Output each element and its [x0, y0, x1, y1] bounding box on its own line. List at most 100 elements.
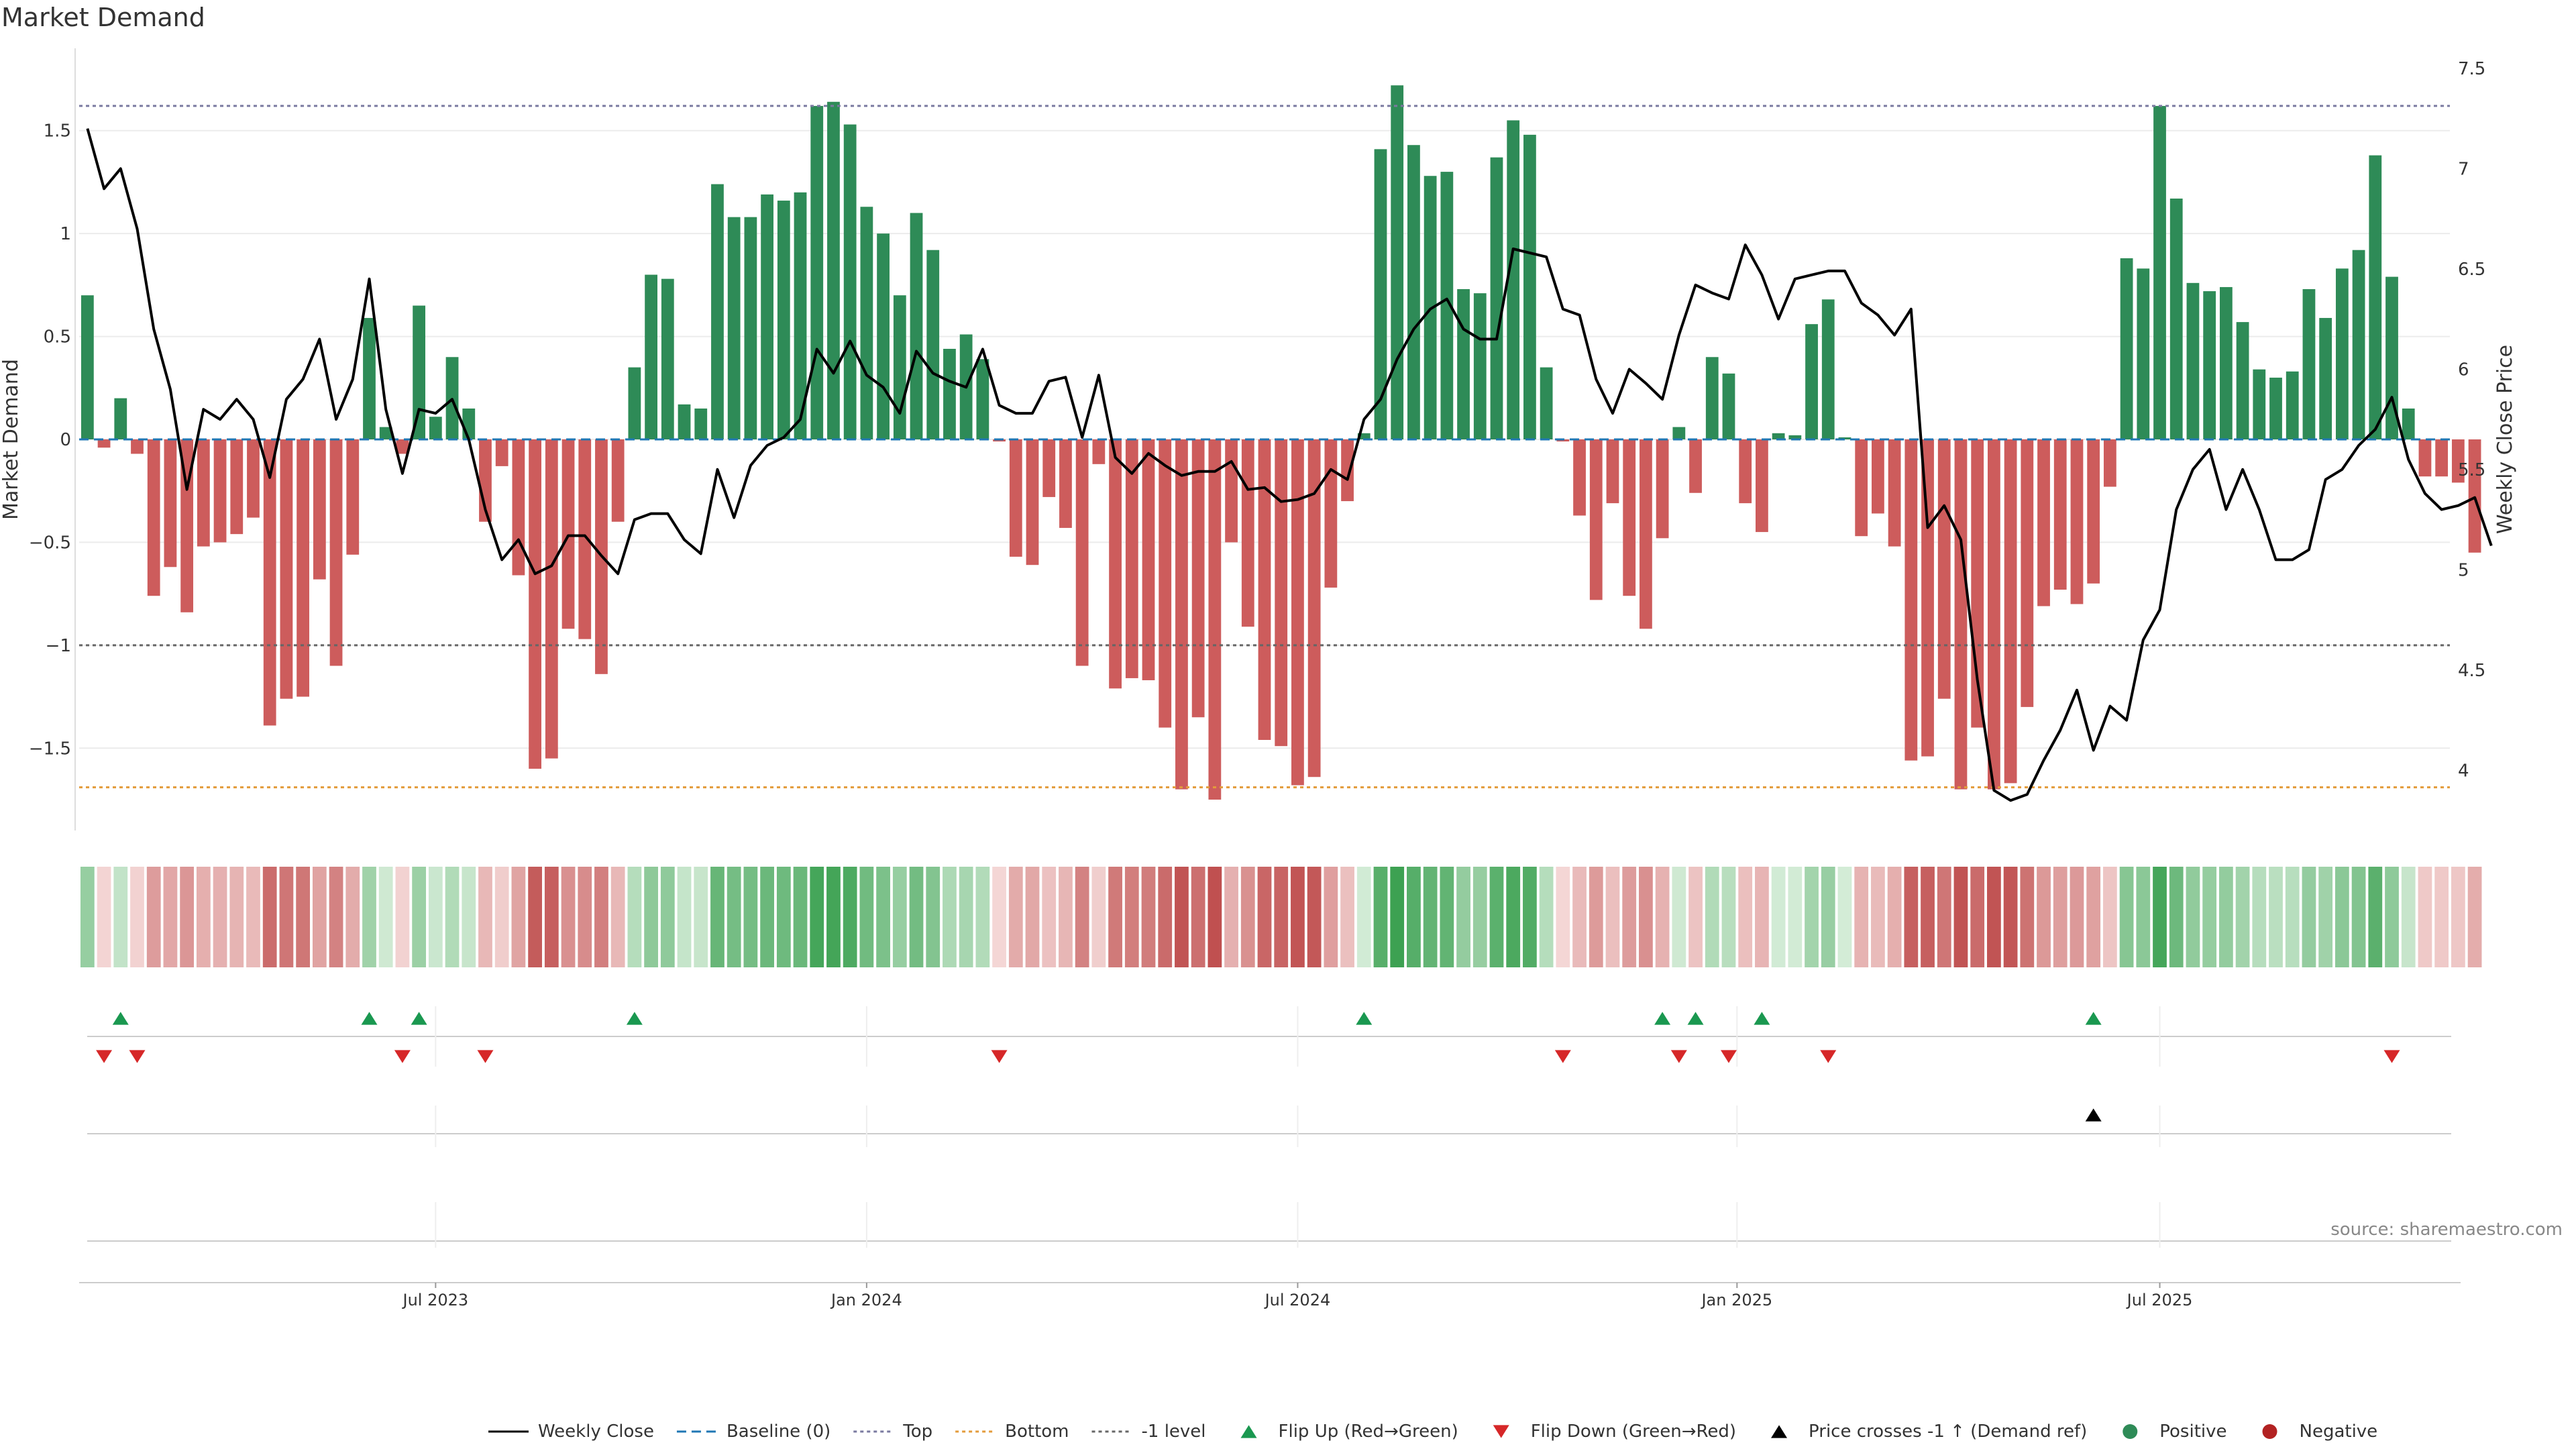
- heat-cell: [1141, 867, 1156, 967]
- legend-label: Flip Up (Red→Green): [1279, 1421, 1458, 1442]
- demand-bar-negative: [1589, 439, 1603, 600]
- demand-bar-positive: [860, 207, 873, 439]
- legend-item: Bottom: [955, 1421, 1069, 1442]
- demand-bar-negative: [1623, 439, 1636, 596]
- heat-cell: [943, 867, 957, 967]
- x-tick-label: Jul 2025: [2126, 1291, 2193, 1309]
- heat-cell: [445, 867, 460, 967]
- demand-bar-negative: [1573, 439, 1586, 516]
- heat-cell: [478, 867, 492, 967]
- heat-cell: [1805, 867, 1819, 967]
- demand-bar-positive: [2186, 282, 2200, 439]
- y-tick-label-left: 1.5: [44, 121, 71, 142]
- heat-cell: [2037, 867, 2051, 967]
- heat-cell: [644, 867, 658, 967]
- demand-bar-negative: [2053, 439, 2067, 590]
- demand-bar-positive: [2153, 105, 2166, 440]
- flip-down-marker: [1670, 1050, 1687, 1063]
- demand-bar-negative: [1092, 439, 1106, 464]
- flip-down-marker: [129, 1050, 146, 1063]
- heat-cell: [660, 867, 675, 967]
- legend-label: Baseline (0): [727, 1421, 830, 1442]
- legend-label: Top: [902, 1421, 932, 1442]
- demand-bar-negative: [247, 439, 260, 518]
- heat-cell: [909, 867, 924, 967]
- legend-item: Flip Down (Green→Red): [1493, 1421, 1736, 1442]
- demand-bar-positive: [1473, 293, 1487, 439]
- y-tick-label-right: 7: [2458, 159, 2469, 179]
- heat-cell: [677, 867, 692, 967]
- heat-cell: [1224, 867, 1238, 967]
- heat-cell: [2186, 867, 2200, 967]
- heat-cell: [2102, 867, 2117, 967]
- event-markers: Jul 2023 Jan 2024 Jul 2024 Jan 2025 Jul 2025: [79, 1006, 2461, 1309]
- flip-up-marker: [411, 1012, 427, 1025]
- legend-item: Positive: [2123, 1421, 2227, 1442]
- demand-bar-positive: [661, 278, 674, 439]
- demand-bar-negative: [346, 439, 360, 555]
- demand-bar-negative: [2004, 439, 2017, 784]
- heat-cell: [627, 867, 642, 967]
- demand-bar-negative: [1756, 439, 1768, 533]
- heat-cell: [1390, 867, 1405, 967]
- heat-cell: [1605, 867, 1620, 967]
- demand-bar-positive: [1407, 145, 1420, 439]
- heat-cell: [378, 867, 393, 967]
- demand-bar-negative: [1241, 439, 1254, 627]
- demand-bar-positive: [711, 184, 724, 439]
- heat-cell: [1340, 867, 1354, 967]
- legend-label: Flip Down (Green→Red): [1531, 1421, 1736, 1442]
- demand-bar-negative: [495, 439, 508, 466]
- heat-cell: [1970, 867, 1985, 967]
- weekly-close-line: [86, 128, 2493, 802]
- x-tick-label: Jul 2024: [1264, 1291, 1331, 1309]
- heat-cell: [959, 867, 973, 967]
- demand-bar-positive: [727, 217, 741, 439]
- demand-bar-negative: [1258, 439, 1271, 740]
- heat-cell: [1008, 867, 1023, 967]
- heat-cell: [1191, 867, 1205, 967]
- heat-cell: [2020, 867, 2035, 967]
- axes: −1.5 −1 −0.5 0 0.5 1 1.5 4 4.5 5 5.5 6 6.5 7 7.5 Market…: [0, 48, 2517, 830]
- demand-bar-negative: [164, 439, 177, 568]
- heat-cell: [345, 867, 360, 967]
- demand-bar-negative: [1175, 439, 1188, 790]
- heat-cell: [1655, 867, 1670, 967]
- heat-cell: [926, 867, 941, 967]
- heat-cell: [2153, 867, 2167, 967]
- heat-cell: [2451, 867, 2465, 967]
- demand-bar-positive: [893, 295, 906, 439]
- demand-bar-negative: [1937, 439, 1951, 699]
- heat-cell: [1688, 867, 1703, 967]
- heat-cell: [2235, 867, 2250, 967]
- flip-down-marker: [1554, 1050, 1571, 1063]
- heat-cell: [1738, 867, 1753, 967]
- demand-heat-strip: [80, 867, 2482, 967]
- y-axis-label-left: Market Demand: [0, 359, 23, 520]
- heat-cell: [2070, 867, 2084, 967]
- demand-bar-positive: [976, 359, 989, 439]
- demand-bar-negative: [230, 439, 244, 535]
- demand-bar-positive: [2169, 198, 2183, 439]
- demand-bar-positive: [379, 427, 392, 439]
- demand-bar-positive: [943, 348, 956, 439]
- heat-cell: [1904, 867, 1919, 967]
- demand-bar-negative: [512, 439, 525, 576]
- heat-cell: [1208, 867, 1222, 967]
- heat-cell: [1771, 867, 1786, 967]
- heat-cell: [975, 867, 990, 967]
- heat-cell: [594, 867, 608, 967]
- demand-bars: [80, 85, 2481, 800]
- legend-swatch-triangle: [1771, 1425, 1788, 1438]
- demand-bar-positive: [1391, 85, 1404, 440]
- heat-cell: [1788, 867, 1803, 967]
- demand-bar-negative: [280, 439, 293, 699]
- demand-bar-positive: [80, 295, 94, 439]
- demand-bar-positive: [462, 408, 476, 439]
- heat-cell: [2285, 867, 2300, 967]
- heat-cell: [1821, 867, 1835, 967]
- heat-cell: [1440, 867, 1454, 967]
- y-tick-label-right: 4: [2458, 761, 2469, 781]
- demand-bar-negative: [2021, 439, 2034, 707]
- demand-bar-positive: [1490, 157, 1503, 439]
